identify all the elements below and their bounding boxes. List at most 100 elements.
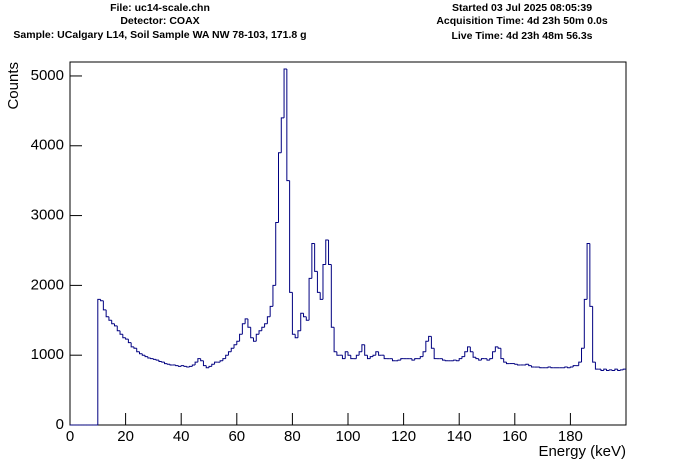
histogram-bin (186, 366, 190, 368)
x-tick-label: 120 (391, 428, 416, 445)
histogram-bin (119, 330, 123, 335)
histogram-bin (603, 368, 607, 371)
histogram-bin (278, 152, 282, 223)
histogram-bin (444, 360, 449, 362)
histogram-bin (105, 309, 109, 318)
histogram-bin (425, 340, 429, 352)
histogram-bin (125, 337, 129, 340)
histogram-bin (564, 366, 568, 368)
histogram-bin (358, 351, 362, 356)
histogram-bin (486, 358, 490, 361)
histogram-bin (383, 355, 387, 360)
histogram-bin (344, 351, 348, 359)
histogram-bin (311, 243, 315, 279)
header-left: File: uc14-scale.chn (110, 2, 210, 14)
histogram-bin (581, 347, 585, 363)
histogram-bin (275, 222, 279, 286)
histogram-bin (219, 360, 223, 363)
histogram-bin (369, 356, 374, 359)
histogram-bin (547, 366, 551, 368)
histogram-bin (127, 339, 132, 344)
histogram-bin (222, 358, 226, 361)
histogram-bin (191, 364, 196, 367)
histogram-bin (166, 363, 171, 365)
histogram-bin (241, 323, 246, 335)
histogram-bin (525, 363, 529, 365)
histogram-bin (122, 334, 126, 339)
x-tick-label: 0 (66, 428, 74, 445)
histogram-bin (322, 263, 326, 300)
histogram-bin (211, 363, 215, 367)
histogram-bin (297, 330, 301, 338)
histogram-bin (378, 351, 382, 356)
histogram-bin (169, 364, 173, 366)
histogram-bin (497, 346, 501, 349)
histogram-bin (608, 369, 613, 371)
histogram-bin (202, 360, 207, 367)
histogram-bin (455, 360, 460, 362)
histogram-bin (567, 367, 571, 369)
histogram-bin (391, 358, 396, 362)
histogram-bin (130, 342, 134, 348)
histogram-bin (480, 358, 485, 361)
histogram-bin (144, 355, 148, 358)
histogram-bin (197, 358, 201, 363)
x-tick-label: 80 (284, 428, 301, 445)
histogram-bin (472, 351, 476, 358)
x-tick-label: 180 (558, 428, 583, 445)
header-left: Detector: COAX (120, 15, 199, 27)
x-tick-label: 140 (447, 428, 472, 445)
histogram-bin (422, 351, 426, 357)
histogram-bin (361, 344, 365, 352)
histogram-bin (336, 351, 340, 356)
histogram-bin (308, 277, 312, 321)
histogram-bin (266, 316, 271, 324)
histogram-bin (622, 368, 626, 370)
y-tick-label: 5000 (31, 67, 64, 84)
histogram-bin (294, 334, 298, 339)
histogram-bin (214, 361, 218, 365)
histogram-bin (239, 333, 243, 342)
x-tick-label: 160 (502, 428, 527, 445)
histogram-bin (261, 326, 265, 331)
header-right: Started 03 Jul 2025 08:05:39 (452, 2, 592, 14)
header-right: Live Time: 4d 23h 48m 56.3s (451, 30, 592, 42)
x-tick-label: 40 (173, 428, 190, 445)
histogram-bin (364, 344, 368, 356)
histogram-bin (411, 358, 415, 361)
histogram-bin (283, 68, 287, 118)
histogram-bin (325, 239, 329, 265)
histogram-bin (161, 361, 165, 363)
histogram-bin (614, 368, 618, 371)
histogram-bin (116, 325, 121, 332)
histogram-bin (419, 356, 424, 359)
histogram-bin (319, 292, 323, 300)
histogram-bin (102, 300, 107, 311)
histogram-bin (133, 346, 137, 349)
histogram-bin (177, 365, 182, 367)
histogram-bin (600, 369, 604, 372)
histogram-bin (514, 363, 518, 365)
histogram-bin (578, 361, 582, 366)
header-left: Sample: UCalgary L14, Soil Sample WA NW … (13, 29, 306, 41)
histogram-bin (225, 354, 229, 359)
histogram-bin (467, 346, 471, 352)
x-tick-label: 60 (228, 428, 245, 445)
histogram-bin (617, 369, 621, 372)
histogram-bin (180, 365, 184, 367)
histogram-bin (255, 333, 260, 342)
histogram-bin (155, 359, 159, 361)
histogram-bin (619, 369, 624, 371)
histogram-bin (250, 327, 254, 339)
histogram-bin (269, 305, 273, 317)
histogram-bin (430, 336, 435, 349)
histogram-bin (583, 298, 588, 349)
histogram-bin (530, 365, 535, 368)
histogram-bin (316, 271, 321, 293)
histogram-bin (236, 340, 240, 345)
histogram-bin (464, 351, 468, 357)
histogram-bin (108, 316, 112, 321)
histogram-bin (489, 358, 493, 361)
x-tick-label: 20 (117, 428, 134, 445)
